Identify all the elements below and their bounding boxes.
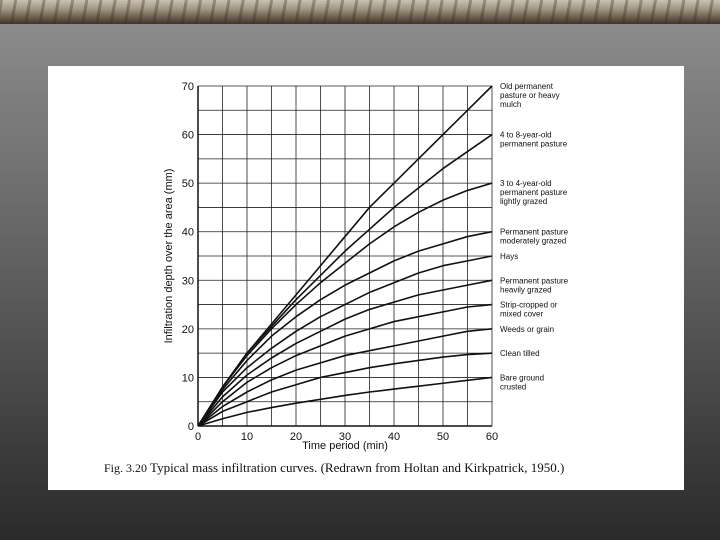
series-label: heavily grazed <box>500 285 552 294</box>
y-tick-label: 20 <box>182 324 194 336</box>
caption-figure-number: Fig. 3.20 <box>104 461 148 475</box>
figure-caption: Fig. 3.20 Typical mass infiltration curv… <box>104 460 564 476</box>
series-line <box>197 182 493 427</box>
y-tick-label: 0 <box>188 421 194 433</box>
banner-texture <box>0 0 720 24</box>
y-tick-label: 50 <box>182 178 194 190</box>
series-label: Clean tilled <box>500 349 540 358</box>
series-label: mixed cover <box>500 310 543 319</box>
series-label: lightly grazed <box>500 197 547 206</box>
grid <box>197 85 493 427</box>
y-axis-label: Infiltration depth over the area (mm) <box>163 169 175 344</box>
series-label: 4 to 8-year-old <box>500 131 552 140</box>
series-label: Weeds or grain <box>500 325 554 334</box>
x-tick-label: 60 <box>486 431 498 443</box>
x-tick-label: 40 <box>388 431 400 443</box>
y-tick-label: 30 <box>182 275 194 287</box>
x-tick-label: 10 <box>241 431 253 443</box>
series-line <box>197 328 493 427</box>
x-tick-label: 30 <box>339 431 351 443</box>
infiltration-chart: 0 10 20 30 40 50 60 0 10 20 30 40 50 60 70 Old perman… <box>163 81 569 452</box>
series-line <box>197 255 493 427</box>
y-tick-label: 70 <box>182 81 194 93</box>
series-label: Strip-cropped or <box>500 301 558 310</box>
figure-panel: 0 10 20 30 40 50 60 0 10 20 30 40 50 60 70 Old perman… <box>48 66 684 490</box>
series-line <box>197 352 493 427</box>
series-label: permanent pasture <box>500 140 568 149</box>
series-label: Hays <box>500 252 518 261</box>
slide-banner-image <box>0 0 720 24</box>
series-label: Old permanent <box>500 82 554 91</box>
series-line <box>197 303 493 427</box>
caption-text: Typical mass infiltration curves. (Redra… <box>150 460 565 475</box>
series-label: Permanent pasture <box>500 228 569 237</box>
series-line <box>197 230 493 427</box>
series-line <box>197 133 493 427</box>
x-tick-label: 50 <box>437 431 449 443</box>
x-axis-label: Time period (min) <box>302 440 388 452</box>
x-tick-labels: 0 10 20 30 40 50 60 <box>195 431 498 443</box>
series-line <box>197 279 493 427</box>
x-tick-label: 20 <box>290 431 302 443</box>
y-tick-label: 40 <box>182 227 194 239</box>
series-line <box>197 376 493 427</box>
y-tick-label: 60 <box>182 130 194 142</box>
axes <box>197 86 492 427</box>
y-tick-labels: 0 10 20 30 40 50 60 70 <box>182 81 194 433</box>
x-tick-label: 0 <box>195 431 201 443</box>
series-label: moderately grazed <box>500 237 566 246</box>
series-label: Bare ground <box>500 373 544 382</box>
series-lines <box>197 85 493 427</box>
series-label: pasture or heavy <box>500 91 560 100</box>
series-label: crusted <box>500 382 526 391</box>
series-label: Permanent pasture <box>500 276 569 285</box>
y-tick-label: 10 <box>182 372 194 384</box>
series-label: permanent pasture <box>500 188 568 197</box>
series-label: mulch <box>500 100 521 109</box>
series-label: 3 to 4-year-old <box>500 179 552 188</box>
